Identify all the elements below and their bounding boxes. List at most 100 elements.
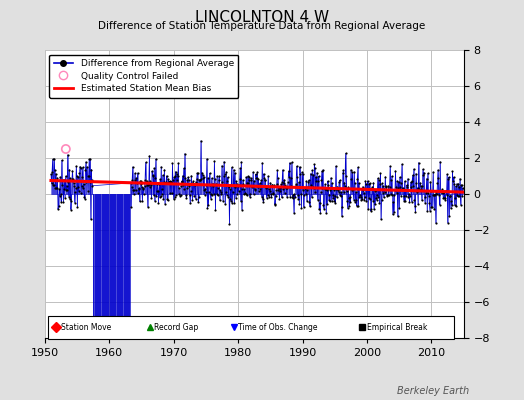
Point: [364, 180, 373, 187]
Point: [377, 196, 386, 203]
Point: [269, 190, 277, 197]
Point: [269, 190, 278, 196]
Point: [246, 190, 255, 197]
Point: [375, 177, 383, 184]
Point: [404, 194, 412, 200]
Point: [370, 188, 379, 194]
Point: [239, 180, 247, 187]
Legend: Difference from Regional Average, Quality Control Failed, Estimated Station Mean: Difference from Regional Average, Qualit…: [49, 54, 238, 98]
Point: [457, 182, 466, 188]
Point: [184, 177, 193, 183]
Point: [303, 187, 312, 193]
Point: [185, 183, 193, 190]
Point: [163, 197, 172, 204]
Point: [449, 178, 457, 184]
Point: [392, 190, 401, 196]
Point: [137, 178, 145, 184]
Point: [158, 186, 167, 192]
Point: [155, 194, 163, 200]
Point: [194, 199, 202, 205]
Point: [205, 170, 214, 176]
Point: [301, 185, 309, 191]
Point: [170, 174, 178, 181]
Point: [442, 187, 450, 194]
Point: [368, 184, 377, 190]
Point: [200, 186, 208, 193]
Point: [296, 171, 304, 178]
Point: [455, 184, 463, 190]
Point: [144, 182, 152, 188]
Point: [362, 198, 370, 204]
Point: [299, 204, 308, 210]
Point: [373, 197, 381, 203]
Point: [408, 198, 416, 205]
Point: [48, 156, 57, 163]
Point: [422, 188, 430, 194]
Point: [138, 198, 147, 204]
Point: [83, 164, 91, 170]
Point: [181, 175, 190, 181]
Point: [174, 160, 182, 166]
Point: [79, 164, 87, 170]
Point: [284, 179, 292, 185]
Point: [229, 182, 237, 188]
Point: [189, 180, 197, 187]
Point: [418, 182, 427, 189]
Point: [412, 180, 421, 187]
Point: [235, 176, 244, 182]
Point: [251, 186, 259, 193]
Point: [223, 192, 231, 198]
Point: [389, 199, 398, 206]
Point: [215, 173, 223, 179]
Point: [267, 194, 276, 200]
Point: [435, 192, 443, 198]
Point: [176, 192, 184, 199]
Point: [182, 192, 190, 199]
Point: [369, 179, 378, 186]
Point: [136, 178, 145, 184]
Point: [396, 174, 404, 180]
Point: [77, 190, 85, 197]
Point: [83, 173, 92, 179]
Point: [363, 186, 371, 192]
Point: [275, 185, 283, 191]
Point: [414, 159, 423, 166]
Point: [129, 187, 137, 194]
Point: [50, 156, 58, 162]
Point: [164, 176, 172, 182]
Point: [65, 166, 73, 173]
Point: [356, 192, 364, 198]
Point: [330, 198, 339, 204]
Point: [331, 192, 339, 199]
Point: [243, 180, 251, 186]
Point: [215, 197, 224, 204]
Point: [355, 194, 364, 200]
Point: [268, 182, 277, 188]
Point: [213, 173, 221, 180]
Point: [388, 192, 397, 198]
Point: [236, 165, 244, 172]
Point: [177, 183, 185, 190]
Point: [237, 159, 245, 165]
Point: [84, 173, 93, 179]
Point: [435, 201, 444, 208]
Point: [356, 194, 365, 200]
Point: [86, 156, 94, 162]
Point: [170, 193, 179, 200]
Point: [434, 167, 442, 173]
Point: [309, 172, 318, 178]
Point: [324, 182, 333, 188]
Point: [171, 168, 180, 175]
Point: [257, 194, 266, 200]
Point: [231, 170, 239, 176]
Point: [47, 180, 56, 186]
Point: [274, 186, 282, 193]
Point: [139, 185, 148, 192]
Point: [351, 198, 359, 205]
Point: [304, 179, 313, 186]
Point: [424, 190, 432, 196]
Point: [147, 195, 156, 202]
Point: [288, 159, 296, 166]
Point: [405, 199, 413, 206]
Point: [287, 183, 296, 189]
